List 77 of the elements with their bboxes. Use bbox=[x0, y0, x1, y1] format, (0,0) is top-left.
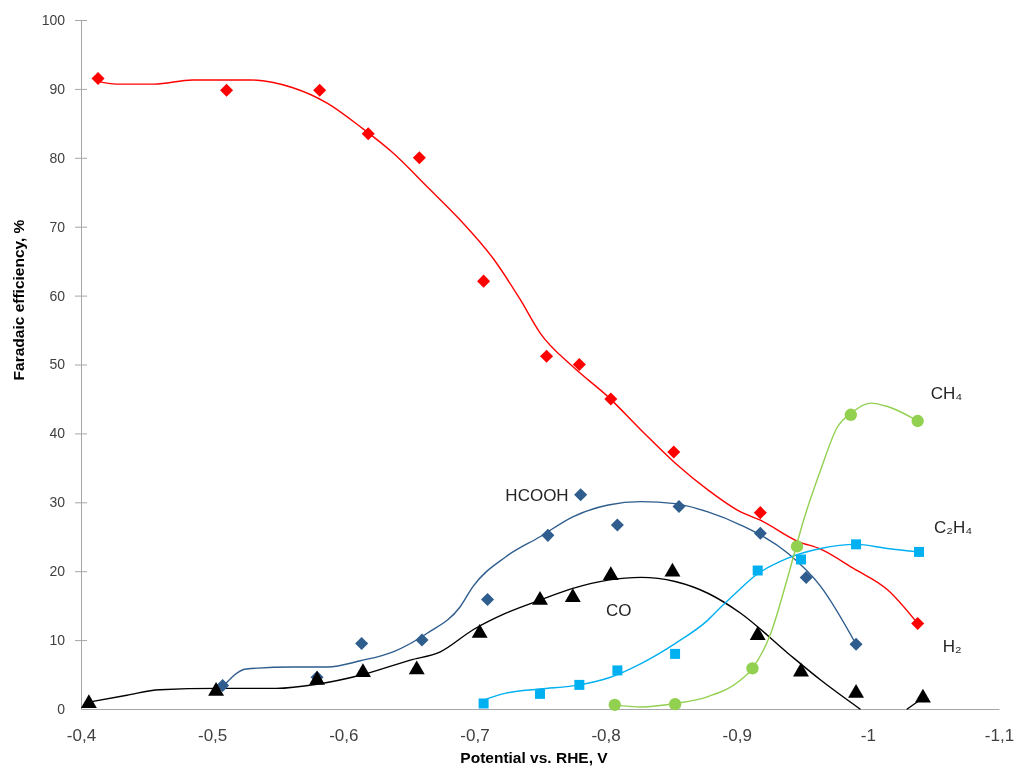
point bbox=[412, 151, 426, 165]
point bbox=[667, 445, 681, 459]
x-tick-label: -0,5 bbox=[197, 726, 228, 746]
point bbox=[608, 698, 621, 712]
point bbox=[564, 588, 581, 602]
point bbox=[670, 648, 681, 659]
point bbox=[220, 83, 234, 97]
y-tick-label: 0 bbox=[57, 700, 66, 717]
point bbox=[911, 414, 924, 428]
point bbox=[481, 592, 495, 606]
point bbox=[664, 562, 681, 577]
x-tick-label: -0,9 bbox=[722, 726, 752, 746]
y-tick-label: 80 bbox=[49, 149, 66, 166]
point bbox=[851, 539, 862, 550]
x-axis-title: Potential vs. RHE, V bbox=[460, 749, 609, 766]
y-tick-label: 30 bbox=[49, 494, 66, 511]
point bbox=[532, 590, 548, 605]
point bbox=[793, 662, 809, 677]
point bbox=[752, 565, 763, 576]
series-label: C₂H₄ bbox=[934, 517, 973, 537]
point bbox=[91, 72, 105, 86]
point bbox=[844, 408, 857, 421]
point bbox=[795, 554, 806, 565]
point bbox=[753, 526, 767, 540]
series-label: CH₄ bbox=[930, 384, 963, 403]
point bbox=[361, 127, 375, 141]
point bbox=[415, 633, 429, 647]
y-tick-label: 50 bbox=[49, 356, 66, 373]
x-tick-label: -1 bbox=[860, 726, 876, 746]
point bbox=[80, 694, 97, 709]
point bbox=[541, 528, 555, 542]
point bbox=[540, 349, 554, 363]
point bbox=[672, 499, 686, 513]
y-tick-label: 10 bbox=[49, 632, 66, 649]
x-tick-label: -0,6 bbox=[329, 726, 359, 746]
series-label: HCOOH bbox=[505, 485, 569, 505]
y-tick-label: 90 bbox=[49, 80, 66, 97]
point bbox=[612, 665, 623, 676]
point bbox=[574, 488, 588, 502]
y-tick-label: 70 bbox=[49, 218, 66, 235]
y-tick-label: 100 bbox=[41, 11, 66, 28]
point bbox=[602, 566, 619, 580]
point bbox=[478, 698, 489, 709]
point bbox=[753, 506, 767, 520]
point bbox=[668, 698, 682, 711]
point bbox=[535, 688, 545, 699]
point bbox=[848, 683, 865, 698]
y-tick-label: 40 bbox=[49, 425, 66, 442]
point bbox=[914, 688, 931, 703]
y-axis-title: Faradaic efficiency, % bbox=[10, 219, 27, 381]
point bbox=[216, 679, 230, 693]
point bbox=[477, 274, 491, 288]
x-tick-label: -0,4 bbox=[66, 726, 97, 746]
point bbox=[574, 679, 585, 690]
y-tick-label: 60 bbox=[49, 287, 66, 304]
point bbox=[914, 546, 924, 557]
x-tick-label: -0,7 bbox=[460, 726, 490, 746]
point bbox=[610, 518, 624, 532]
point bbox=[799, 570, 813, 584]
point bbox=[572, 357, 586, 372]
series-label: CO bbox=[606, 601, 632, 621]
point bbox=[746, 662, 759, 675]
series-label: H₂ bbox=[942, 636, 962, 656]
point bbox=[208, 681, 225, 696]
point bbox=[471, 624, 488, 638]
point bbox=[749, 626, 766, 640]
y-tick-label: 20 bbox=[49, 563, 66, 580]
point bbox=[849, 637, 863, 651]
point bbox=[604, 392, 618, 406]
point bbox=[313, 83, 327, 97]
point bbox=[354, 663, 371, 678]
point bbox=[355, 637, 369, 651]
point bbox=[911, 617, 925, 631]
point bbox=[790, 540, 804, 553]
x-tick-label: -0,8 bbox=[591, 726, 621, 746]
point bbox=[408, 660, 425, 675]
x-tick-label: -1,1 bbox=[984, 726, 1015, 746]
